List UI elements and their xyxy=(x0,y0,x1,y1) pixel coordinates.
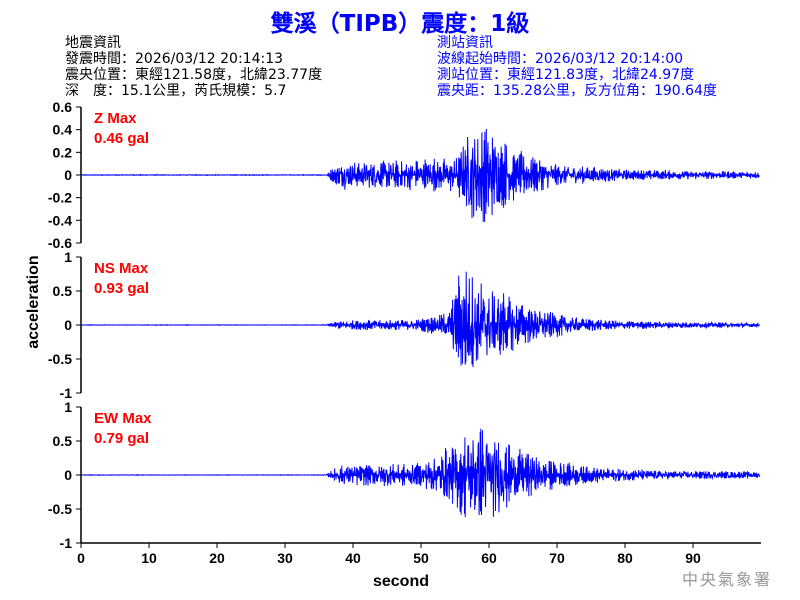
max-label-ew: EW Max xyxy=(94,410,152,427)
earthquake-info-heading: 地震資訊 xyxy=(65,35,121,51)
epicentral-distance: 震央距：135.28公里，反方位角：190.64度 xyxy=(437,83,717,99)
y-tick-label: -1 xyxy=(60,535,73,551)
max-value-ns: 0.93 gal xyxy=(94,280,149,297)
earthquake-info: 地震資訊 發震時間：2026/03/12 20:14:13 震央位置：東經121… xyxy=(65,35,322,99)
y-tick-label: -0.5 xyxy=(48,501,72,517)
cwa-watermark: 中央氣象署 xyxy=(681,570,772,589)
y-tick-label: 0 xyxy=(64,167,72,183)
x-axis-label: second xyxy=(373,573,429,590)
y-tick-label: 1 xyxy=(64,399,72,415)
station-location: 測站位置：東經121.83度，北緯24.97度 xyxy=(437,67,695,83)
x-tick-label: 50 xyxy=(413,550,429,566)
station-info-heading: 測站資訊 xyxy=(437,35,493,51)
x-tick-label: 80 xyxy=(617,550,633,566)
y-tick-label: 0 xyxy=(64,317,72,333)
y-tick-label: 0.6 xyxy=(53,99,73,115)
y-tick-label: -0.2 xyxy=(48,190,72,206)
y-axis-label: acceleration xyxy=(25,255,42,348)
y-tick-label: -1 xyxy=(60,385,73,401)
x-tick-label: 70 xyxy=(549,550,565,566)
y-tick-label: 0.4 xyxy=(53,122,73,138)
max-label-ns: NS Max xyxy=(94,260,149,277)
y-tick-label: 0.5 xyxy=(53,283,73,299)
waveform-start-time: 波線起始時間：2026/03/12 20:14:00 xyxy=(437,51,684,67)
max-label-z: Z Max xyxy=(94,110,137,127)
y-tick-label: 0.5 xyxy=(53,433,73,449)
x-tick-label: 60 xyxy=(481,550,497,566)
waveform-trace-ns xyxy=(80,271,760,368)
waveform-trace-ew xyxy=(80,428,761,518)
y-tick-label: 0.2 xyxy=(53,144,73,160)
waveform-trace-z xyxy=(80,128,760,222)
y-tick-label: -0.6 xyxy=(48,235,72,251)
y-tick-label: 0 xyxy=(64,467,72,483)
max-value-z: 0.46 gal xyxy=(94,130,149,147)
depth-magnitude: 深 度：15.1公里，芮氏規模：5.7 xyxy=(65,83,287,99)
x-tick-label: 10 xyxy=(141,550,157,566)
x-tick-label: 20 xyxy=(209,550,225,566)
y-tick-label: -0.5 xyxy=(48,351,72,367)
station-info: 測站資訊 波線起始時間：2026/03/12 20:14:00 測站位置：東經1… xyxy=(437,35,717,99)
origin-time: 發震時間：2026/03/12 20:14:13 xyxy=(65,51,284,67)
x-tick-label: 40 xyxy=(345,550,361,566)
x-tick-label: 0 xyxy=(77,550,85,566)
max-value-ew: 0.79 gal xyxy=(94,430,149,447)
x-tick-label: 30 xyxy=(277,550,293,566)
x-tick-label: 90 xyxy=(685,550,701,566)
y-tick-label: -0.4 xyxy=(48,212,72,228)
epicenter-location: 震央位置：東經121.58度，北緯23.77度 xyxy=(65,67,323,83)
y-tick-label: 1 xyxy=(64,249,72,265)
station-title: 雙溪（TIPB）震度：1級 xyxy=(270,11,530,37)
